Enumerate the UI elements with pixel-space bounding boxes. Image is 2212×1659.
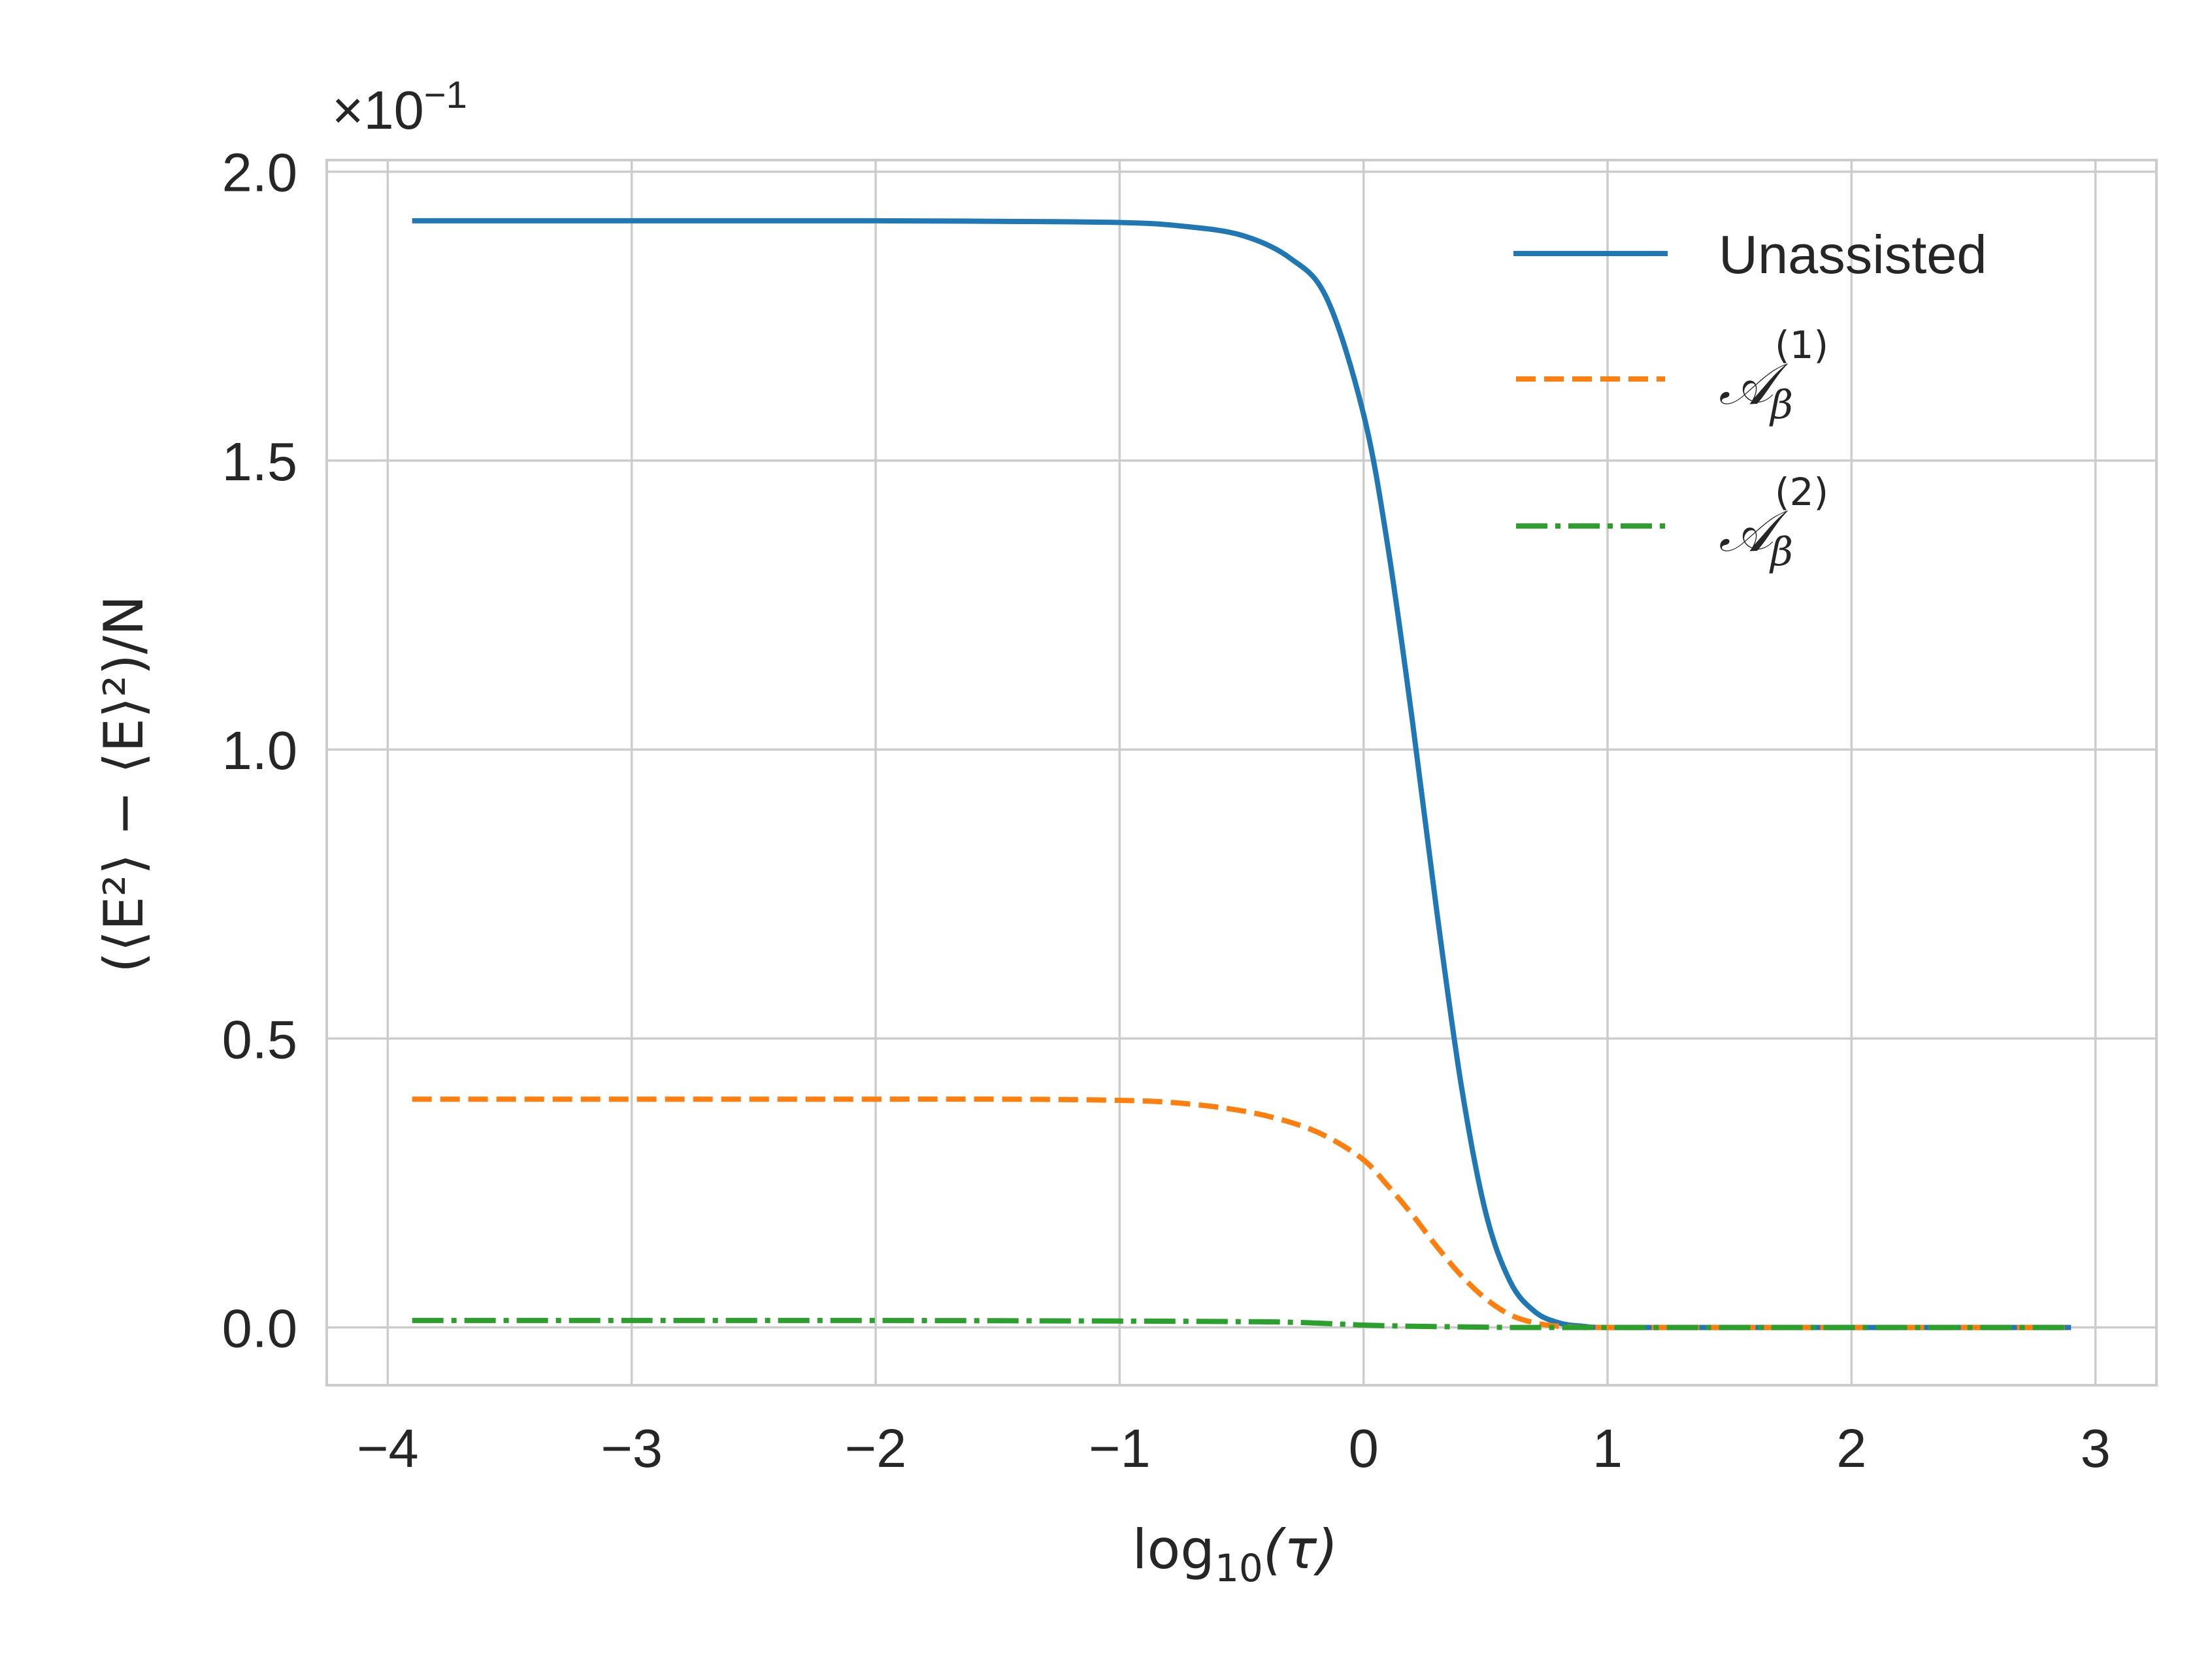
- x-tick-label: 2: [1836, 1418, 1866, 1479]
- grid: [327, 160, 2156, 1385]
- legend-label-a2: 𝒜β(2): [1719, 470, 1828, 575]
- legend-label-unassisted: Unassisted: [1719, 224, 1987, 285]
- plot-frame: [325, 159, 2158, 1387]
- series-line-2: [412, 1317, 2072, 1330]
- y-offset-text: ×10−1: [332, 74, 467, 140]
- x-tick-label: 3: [2081, 1418, 2111, 1479]
- x-tick-label: 0: [1349, 1418, 1379, 1479]
- y-tick-label: 0.0: [222, 1298, 297, 1359]
- y-tick-label: 2.0: [222, 142, 297, 203]
- y-tick-label: 1.0: [222, 720, 297, 781]
- y-tick-label: 1.5: [222, 431, 297, 492]
- x-tick-label: −2: [845, 1418, 907, 1479]
- legend-label-a1: 𝒜β(1): [1719, 323, 1828, 428]
- series-layer: [412, 218, 2072, 1330]
- y-axis-label: (⟨E²⟩ − ⟨E⟩²)/N: [92, 595, 156, 973]
- x-tick-labels: −4 −3 −2 −1 0 1 2 3: [357, 1418, 2111, 1479]
- x-tick-label: 1: [1593, 1418, 1623, 1479]
- x-tick-label: −1: [1089, 1418, 1151, 1479]
- legend: Unassisted 𝒜β(1) 𝒜β(2): [1513, 224, 1987, 575]
- x-tick-label: −4: [357, 1418, 419, 1479]
- y-tick-labels: 0.0 0.5 1.0 1.5 2.0: [222, 142, 297, 1359]
- x-tick-label: −3: [601, 1418, 663, 1479]
- y-tick-label: 0.5: [222, 1009, 297, 1070]
- x-axis-label: log10(τ): [1132, 1518, 1338, 1590]
